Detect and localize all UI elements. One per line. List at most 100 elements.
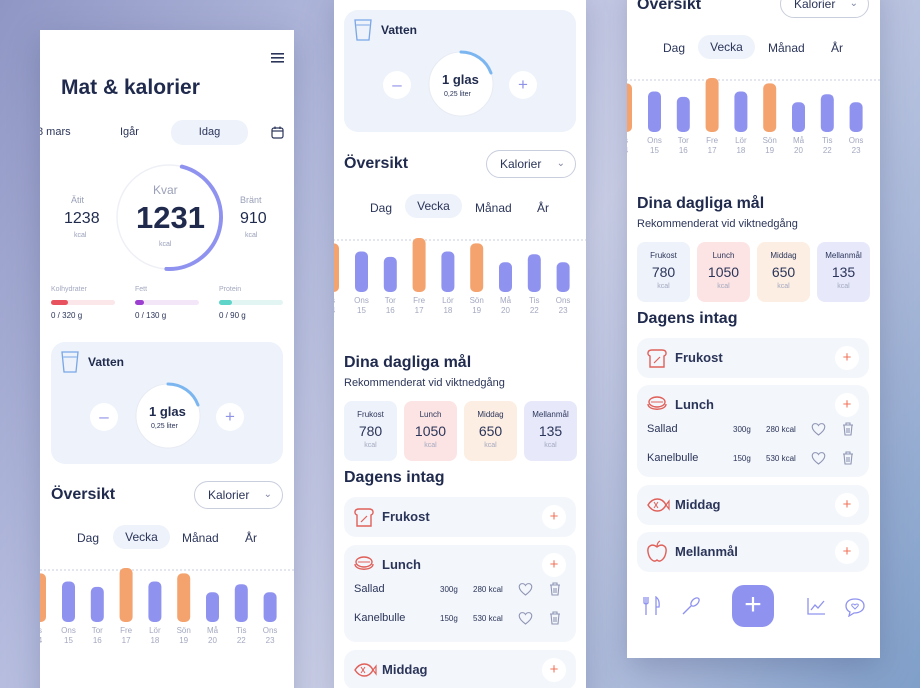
- chart-tick-day: s: [627, 136, 628, 145]
- add-snack-button[interactable]: +: [835, 540, 859, 564]
- trash-icon[interactable]: [549, 582, 561, 596]
- chart-bar: [705, 78, 719, 132]
- meal-title: Middag: [382, 662, 428, 677]
- tab-day[interactable]: Dag: [663, 41, 686, 55]
- food-item-weight: 300g: [440, 585, 458, 594]
- chart-tick-day: Fre: [120, 626, 133, 635]
- meal-dinner[interactable]: Middag +: [637, 485, 869, 525]
- water-minus-button[interactable]: –: [90, 403, 118, 431]
- chat-heart-icon[interactable]: [845, 597, 865, 617]
- water-card: Vatten – 1 glas 0,25 liter +: [51, 342, 283, 464]
- chevron-down-icon: ⌄: [849, 0, 858, 9]
- date-today[interactable]: Idag: [171, 120, 248, 145]
- chart-bar: [148, 581, 162, 622]
- chevron-down-icon: ⌄: [556, 158, 565, 169]
- tab-day[interactable]: Dag: [370, 201, 393, 215]
- water-ring: [135, 382, 201, 449]
- meal-snack[interactable]: Mellanmål +: [637, 532, 869, 572]
- meal-breakfast[interactable]: Frukost +: [637, 338, 869, 378]
- chart-bar: [62, 581, 75, 622]
- chart-bar: [441, 251, 455, 292]
- chart-tick-date: 18: [443, 306, 452, 315]
- tab-day[interactable]: Dag: [77, 531, 100, 545]
- tab-month[interactable]: Månad: [182, 531, 219, 545]
- calendar-icon[interactable]: [271, 126, 284, 139]
- chart-bar: [676, 96, 690, 132]
- overview-bar-chart: s4Ons15Tor16Fre17Lör18Sön19Må20Tis22Ons2…: [627, 78, 880, 155]
- meal-breakfast[interactable]: Frukost +: [344, 497, 576, 537]
- chart-tick-day: Tor: [92, 626, 103, 635]
- add-dinner-button[interactable]: +: [835, 493, 859, 517]
- add-lunch-button[interactable]: +: [542, 553, 566, 577]
- food-item-name: Sallad: [354, 583, 385, 595]
- date-prev[interactable]: 8 mars: [40, 126, 71, 138]
- chart-bar: [412, 238, 426, 292]
- water-plus-button[interactable]: +: [216, 403, 244, 431]
- meal-lunch[interactable]: Lunch + Sallad 300g 280 kcal Kanelbulle 150g…: [637, 385, 869, 477]
- add-lunch-button[interactable]: +: [835, 393, 859, 417]
- heart-icon[interactable]: [811, 451, 826, 465]
- goal-label: Lunch: [712, 251, 735, 260]
- goal-card: Mellanmål 135 kcal: [817, 242, 870, 302]
- food-item-name: Kanelbulle: [354, 612, 406, 624]
- goal-unit: kcal: [544, 442, 557, 449]
- water-minus-button[interactable]: –: [383, 71, 411, 99]
- food-item-weight: 150g: [440, 614, 458, 623]
- fork-knife-icon[interactable]: [643, 596, 661, 616]
- water-plus-button[interactable]: +: [509, 71, 537, 99]
- goal-card: Middag 650 kcal: [757, 242, 810, 302]
- chart-tick-day: Ons: [849, 136, 864, 145]
- trash-icon[interactable]: [842, 451, 854, 465]
- tab-year[interactable]: År: [537, 201, 549, 215]
- eaten-value: 1238: [64, 210, 100, 227]
- screen-daily-intake: Översikt Kalorier ⌄ Dag Vecka Månad År s4…: [627, 0, 880, 658]
- date-yesterday[interactable]: Igår: [120, 126, 139, 138]
- goal-label: Mellanmål: [532, 410, 569, 419]
- food-item-kcal: 530 kcal: [766, 454, 796, 463]
- chart-bar: [355, 251, 368, 292]
- chart-tick-date: 19: [765, 146, 774, 155]
- heart-icon[interactable]: [518, 582, 533, 596]
- macro-bar: [51, 300, 115, 305]
- tab-year[interactable]: År: [831, 41, 843, 55]
- overview-dropdown[interactable]: Kalorier ⌄: [194, 481, 283, 509]
- add-breakfast-button[interactable]: +: [542, 505, 566, 529]
- tab-week[interactable]: Vecka: [405, 194, 462, 218]
- screen-overview-goals: Vatten – 1 glas 0,25 liter + Översikt Ka…: [334, 0, 586, 688]
- overview-dropdown[interactable]: Kalorier ⌄: [780, 0, 869, 18]
- add-dinner-button[interactable]: +: [542, 658, 566, 682]
- whisk-icon[interactable]: [681, 596, 701, 616]
- goal-unit: kcal: [484, 442, 497, 449]
- hamburger-icon[interactable]: [271, 53, 284, 63]
- goal-value: 1050: [707, 264, 740, 280]
- add-food-fab[interactable]: +: [732, 585, 774, 627]
- tab-week[interactable]: Vecka: [113, 525, 170, 549]
- heart-icon[interactable]: [518, 611, 533, 625]
- macro-bar-fill: [135, 300, 144, 305]
- tab-week[interactable]: Vecka: [698, 35, 755, 59]
- tab-year[interactable]: År: [245, 531, 257, 545]
- overview-dropdown[interactable]: Kalorier ⌄: [486, 150, 576, 178]
- chart-tick-day: Tor: [678, 136, 689, 145]
- meal-lunch[interactable]: Lunch + Sallad 300g 280 kcal Kanelbulle 150g…: [344, 545, 576, 642]
- chart-icon[interactable]: [807, 597, 826, 615]
- tab-month[interactable]: Månad: [768, 41, 805, 55]
- chart-tick-day: Må: [793, 136, 805, 145]
- meal-dinner[interactable]: Middag +: [344, 650, 576, 688]
- chart-tick-day: s: [40, 626, 42, 635]
- chart-tick-date: 18: [736, 146, 745, 155]
- chart-tick-date: 17: [415, 306, 424, 315]
- chart-tick-date: 17: [122, 636, 131, 645]
- tab-month[interactable]: Månad: [475, 201, 512, 215]
- goals-subtitle: Rekommenderat vid viktnedgång: [344, 377, 505, 389]
- remaining-ring: [116, 164, 223, 271]
- page-title: Mat & kalorier: [61, 76, 200, 99]
- trash-icon[interactable]: [549, 611, 561, 625]
- chart-bar: [820, 94, 834, 132]
- heart-icon[interactable]: [811, 422, 826, 436]
- chart-tick-day: Tis: [529, 296, 539, 305]
- chart-tick-day: Sön: [470, 296, 484, 305]
- chart-tick-date: 19: [472, 306, 481, 315]
- add-breakfast-button[interactable]: +: [835, 346, 859, 370]
- trash-icon[interactable]: [842, 422, 854, 436]
